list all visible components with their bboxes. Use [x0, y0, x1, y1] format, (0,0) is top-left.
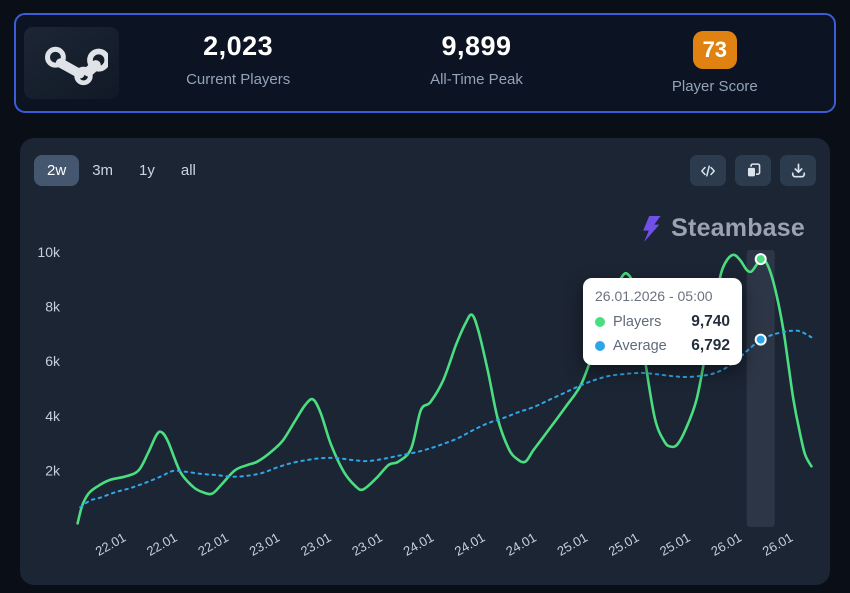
stat-current-players: 2,023 Current Players	[119, 31, 357, 95]
current-players-label: Current Players	[186, 71, 291, 88]
chart-tooltip: 26.01.2026 - 05:00 Players 9,740 Average…	[583, 278, 742, 365]
download-icon	[791, 163, 805, 178]
copy-icon	[746, 163, 760, 178]
x-axis-tick-label: 26.01	[708, 530, 744, 559]
tooltip-row-players: Players 9,740	[595, 313, 730, 331]
x-axis-tick-label: 23.01	[349, 530, 385, 559]
range-button-2w[interactable]: 2w	[34, 155, 80, 186]
copy-button[interactable]	[735, 155, 771, 186]
players-hover-marker	[754, 253, 767, 266]
y-axis-tick-label: 6k	[45, 353, 61, 369]
x-axis-tick-label: 25.01	[555, 530, 591, 559]
tooltip-date: 26.01.2026 - 05:00	[595, 288, 713, 304]
all-time-peak-label: All-Time Peak	[430, 71, 523, 88]
x-axis-tick-label: 24.01	[401, 530, 437, 559]
x-axis-tick-label: 23.01	[247, 530, 283, 559]
average-series-value: 6,792	[691, 337, 730, 354]
download-button[interactable]	[780, 155, 816, 186]
all-time-peak-value: 9,899	[441, 31, 512, 61]
x-axis-tick-label: 25.01	[657, 530, 693, 559]
steambase-watermark[interactable]: Steambase	[642, 214, 805, 243]
x-axis-tick-label: 26.01	[760, 530, 796, 559]
steam-logo-tile[interactable]	[24, 27, 119, 99]
players-line	[76, 253, 813, 525]
players-series-dot	[595, 317, 605, 327]
players-series-value: 9,740	[691, 313, 730, 330]
steam-logo-icon	[44, 46, 108, 86]
y-axis-tick-label: 4k	[45, 408, 61, 424]
tooltip-row-average: Average 6,792	[595, 337, 730, 355]
range-button-3m[interactable]: 3m	[79, 155, 126, 186]
embed-code-button[interactable]	[690, 155, 726, 186]
average-series-label: Average	[613, 338, 667, 354]
players-series-label: Players	[613, 314, 662, 330]
steambase-logo-icon	[643, 215, 661, 242]
chart-toolbar: 2w 3m 1y all	[34, 155, 816, 186]
x-axis-tick-label: 24.01	[452, 530, 488, 559]
stat-player-score: 73 Player Score	[596, 31, 834, 95]
hover-band	[746, 250, 775, 527]
player-score-label: Player Score	[671, 78, 758, 95]
average-series-dot	[595, 341, 605, 351]
chart-panel: 2w 3m 1y all	[20, 138, 830, 585]
average-hover-marker	[754, 333, 767, 346]
code-embed-icon	[701, 164, 715, 177]
current-players-value: 2,023	[203, 31, 274, 61]
average-line	[79, 329, 813, 509]
stats-row: 2,023 Current Players 9,899 All-Time Pea…	[119, 31, 834, 95]
y-axis-tick-label: 8k	[45, 299, 61, 315]
y-axis-tick-label: 2k	[45, 462, 61, 478]
stat-all-time-peak: 9,899 All-Time Peak	[357, 31, 595, 95]
range-button-all[interactable]: all	[168, 155, 209, 186]
x-axis-tick-label: 25.01	[606, 530, 642, 559]
x-axis-tick-label: 24.01	[503, 530, 539, 559]
x-axis-tick-label: 23.01	[298, 530, 334, 559]
stats-card: 2,023 Current Players 9,899 All-Time Pea…	[14, 13, 836, 113]
x-axis-tick-label: 22.01	[93, 530, 129, 559]
y-axis-tick-label: 10k	[37, 244, 61, 260]
x-axis-tick-label: 22.01	[195, 530, 231, 559]
player-chart[interactable]: 2k 4k 6k 8k 10k 22.01 22.01 22.01 23.01 23.01 23.0…	[20, 138, 830, 585]
range-button-1y[interactable]: 1y	[126, 155, 168, 186]
steambase-watermark-text: Steambase	[671, 214, 805, 242]
x-axis-tick-label: 22.01	[144, 530, 180, 559]
player-score-badge: 73	[692, 31, 737, 69]
